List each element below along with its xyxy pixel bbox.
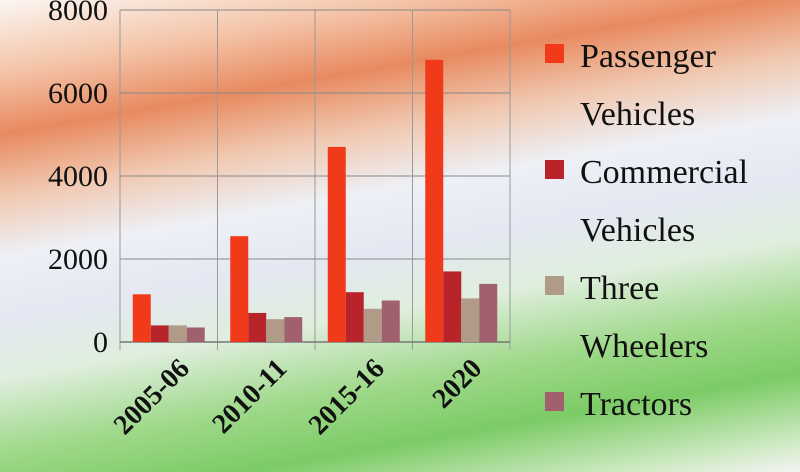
y-tick-label: 4000 [48,160,108,193]
legend-item: Commercial Vehicles [545,144,795,260]
legend-label: Passenger Vehicles [580,38,716,133]
legend-item: Passenger Vehicles [545,28,795,144]
bar [425,59,444,343]
bar [266,319,285,342]
y-tick-label: 0 [93,326,108,359]
x-tick-label: 2015-16 [303,353,391,441]
bar [248,312,267,342]
bar [150,325,169,342]
y-tick-label: 6000 [48,77,108,110]
bar [186,327,205,342]
legend-item: Three Wheelers [545,260,795,376]
bar [284,317,303,342]
bar [363,308,382,342]
bar [230,236,249,342]
bar [345,292,364,342]
x-tick-label: 2010-11 [206,353,293,440]
legend-label: Commercial Vehicles [580,154,749,249]
legend-swatch [545,160,564,179]
legend-swatch [545,276,564,295]
legend: Passenger Vehicles Commercial Vehicles Thr… [545,28,795,434]
bar [132,294,151,342]
legend-swatch [545,44,564,63]
bar [327,146,346,342]
y-tick-label: 2000 [48,243,108,276]
bar [479,283,498,342]
legend-item: Tractors [545,376,795,434]
bar [381,300,400,342]
x-tick-label: 2020 [427,353,489,415]
legend-label: Tractors [580,386,693,423]
y-tick-label: 8000 [48,0,108,27]
bar [168,325,187,342]
bar [461,298,480,342]
bar [443,271,462,342]
x-tick-label: 2005-06 [108,353,196,441]
legend-swatch [545,392,564,411]
legend-label: Three Wheelers [580,270,709,365]
